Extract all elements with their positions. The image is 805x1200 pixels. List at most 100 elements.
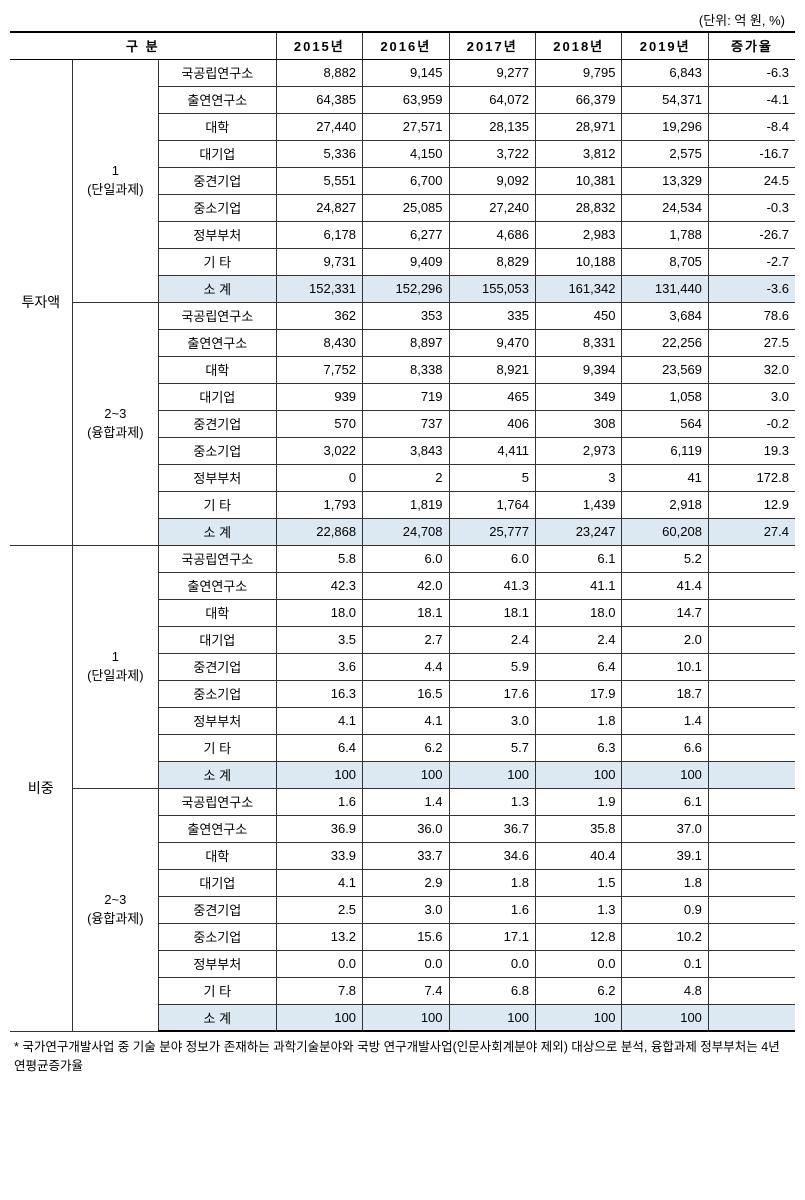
value-cell: 0 — [276, 464, 362, 491]
value-cell: 152,331 — [276, 275, 362, 302]
value-cell: 1.4 — [622, 707, 708, 734]
value-cell: 9,145 — [363, 59, 449, 86]
value-cell: 10.2 — [622, 923, 708, 950]
value-cell: 2,918 — [622, 491, 708, 518]
category-label: 대기업 — [159, 140, 277, 167]
value-cell: 6.1 — [535, 545, 621, 572]
data-table: 구 분 2015년 2016년 2017년 2018년 2019년 증가율 투자… — [10, 31, 795, 1032]
category-label: 대학 — [159, 356, 277, 383]
category-label: 출연연구소 — [159, 815, 277, 842]
value-cell: 33.9 — [276, 842, 362, 869]
value-cell: 308 — [535, 410, 621, 437]
rate-cell — [708, 599, 795, 626]
value-cell: 2,973 — [535, 437, 621, 464]
value-cell: 9,394 — [535, 356, 621, 383]
category-label: 정부부처 — [159, 464, 277, 491]
value-cell: 3,843 — [363, 437, 449, 464]
rate-cell: 27.4 — [708, 518, 795, 545]
rate-cell — [708, 572, 795, 599]
value-cell: 34.6 — [449, 842, 535, 869]
category-label: 국공립연구소 — [159, 545, 277, 572]
value-cell: 60,208 — [622, 518, 708, 545]
value-cell: 9,409 — [363, 248, 449, 275]
value-cell: 161,342 — [535, 275, 621, 302]
value-cell: 4.4 — [363, 653, 449, 680]
category-label: 중견기업 — [159, 167, 277, 194]
value-cell: 8,921 — [449, 356, 535, 383]
value-cell: 35.8 — [535, 815, 621, 842]
category-label: 중견기업 — [159, 896, 277, 923]
value-cell: 0.9 — [622, 896, 708, 923]
value-cell: 349 — [535, 383, 621, 410]
value-cell: 5.7 — [449, 734, 535, 761]
value-cell: 14.7 — [622, 599, 708, 626]
value-cell: 19,296 — [622, 113, 708, 140]
value-cell: 36.9 — [276, 815, 362, 842]
value-cell: 16.5 — [363, 680, 449, 707]
rate-cell — [708, 545, 795, 572]
value-cell: 1.8 — [535, 707, 621, 734]
value-cell: 9,470 — [449, 329, 535, 356]
value-cell: 2,983 — [535, 221, 621, 248]
value-cell: 100 — [535, 1004, 621, 1031]
category-label: 대기업 — [159, 383, 277, 410]
value-cell: 4.8 — [622, 977, 708, 1004]
main-group-label: 비중 — [10, 545, 72, 1031]
value-cell: 7.8 — [276, 977, 362, 1004]
unit-label: (단위: 억 원, %) — [10, 10, 795, 31]
value-cell: 42.3 — [276, 572, 362, 599]
value-cell: 64,385 — [276, 86, 362, 113]
value-cell: 27,571 — [363, 113, 449, 140]
value-cell: 4.1 — [363, 707, 449, 734]
rate-cell: 3.0 — [708, 383, 795, 410]
value-cell: 8,882 — [276, 59, 362, 86]
header-year-2018: 2018년 — [535, 32, 621, 59]
rate-cell: 24.5 — [708, 167, 795, 194]
value-cell: 335 — [449, 302, 535, 329]
header-year-2019: 2019년 — [622, 32, 708, 59]
value-cell: 8,331 — [535, 329, 621, 356]
rate-cell: 12.9 — [708, 491, 795, 518]
value-cell: 570 — [276, 410, 362, 437]
table-row: 2~3(융합과제)국공립연구소3623533354503,68478.6 — [10, 302, 795, 329]
value-cell: 6.1 — [622, 788, 708, 815]
value-cell: 1.3 — [449, 788, 535, 815]
value-cell: 41.3 — [449, 572, 535, 599]
rate-cell — [708, 788, 795, 815]
sub-group-label: 2~3(융합과제) — [72, 302, 158, 545]
value-cell: 2.0 — [622, 626, 708, 653]
category-label: 대학 — [159, 842, 277, 869]
value-cell: 450 — [535, 302, 621, 329]
header-group: 구 분 — [10, 32, 276, 59]
category-label: 중소기업 — [159, 194, 277, 221]
category-label: 기 타 — [159, 491, 277, 518]
category-label: 국공립연구소 — [159, 302, 277, 329]
value-cell: 10,381 — [535, 167, 621, 194]
value-cell: 41.1 — [535, 572, 621, 599]
value-cell: 39.1 — [622, 842, 708, 869]
sub-group-label: 2~3(융합과제) — [72, 788, 158, 1031]
value-cell: 1.5 — [535, 869, 621, 896]
value-cell: 1,793 — [276, 491, 362, 518]
value-cell: 564 — [622, 410, 708, 437]
value-cell: 5.9 — [449, 653, 535, 680]
value-cell: 10,188 — [535, 248, 621, 275]
value-cell: 41 — [622, 464, 708, 491]
category-label: 소 계 — [159, 518, 277, 545]
value-cell: 17.9 — [535, 680, 621, 707]
value-cell: 362 — [276, 302, 362, 329]
rate-cell: -0.3 — [708, 194, 795, 221]
value-cell: 0.0 — [449, 950, 535, 977]
category-label: 기 타 — [159, 977, 277, 1004]
value-cell: 18.0 — [535, 599, 621, 626]
value-cell: 100 — [363, 761, 449, 788]
sub-group-label: 1(단일과제) — [72, 545, 158, 788]
value-cell: 1.3 — [535, 896, 621, 923]
rate-cell — [708, 950, 795, 977]
rate-cell — [708, 653, 795, 680]
category-label: 중견기업 — [159, 410, 277, 437]
value-cell: 2.9 — [363, 869, 449, 896]
category-label: 중소기업 — [159, 923, 277, 950]
value-cell: 9,277 — [449, 59, 535, 86]
category-label: 국공립연구소 — [159, 59, 277, 86]
